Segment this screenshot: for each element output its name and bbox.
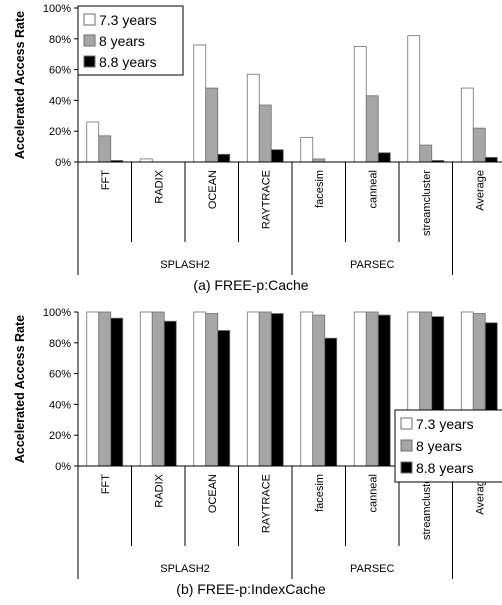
- bar-7-3-years-raytrace: [246, 311, 260, 467]
- bar-8-8-years-radix: [163, 320, 177, 467]
- x-tick-label: Average: [474, 474, 486, 515]
- legend-swatch: [400, 439, 413, 452]
- bar-7-3-years-average: [460, 87, 474, 163]
- x-tick-label: RAYTRACE: [260, 474, 272, 533]
- y-tick-label: 0%: [55, 461, 71, 473]
- bar-8-8-years-average: [484, 156, 498, 163]
- y-tick-label: 100%: [43, 3, 71, 15]
- bar-7-3-years-radix: [139, 311, 153, 467]
- bar-8-years-radix: [151, 311, 165, 467]
- bar-8-years-raytrace: [258, 311, 272, 467]
- y-tick-label: 20%: [49, 126, 71, 138]
- y-tick-label: 60%: [49, 369, 71, 381]
- x-tick-label: RADIX: [153, 473, 165, 507]
- x-tick-label: FFT: [100, 170, 112, 190]
- x-tick-label: Average: [474, 170, 486, 211]
- legend-box: [394, 409, 502, 483]
- group-label: SPLASH2: [160, 563, 210, 575]
- legend-swatch: [400, 417, 413, 430]
- bar-8-years-facesim: [312, 314, 326, 467]
- x-tick-label: FFT: [100, 474, 112, 494]
- y-tick-label: 100%: [43, 307, 71, 319]
- bar-7-3-years-facesim: [300, 311, 314, 467]
- legend-swatch: [400, 461, 413, 474]
- legend: 7.3 years 8 years 8.8 years: [77, 5, 184, 76]
- bar-8-8-years-fft: [110, 317, 124, 467]
- chart-caption: (a) FREE-p:Cache: [193, 277, 308, 293]
- bar-8-8-years-facesim: [324, 337, 338, 467]
- x-tick-label: streamcluster: [421, 474, 433, 540]
- bar-8-years-streamcluster: [419, 144, 433, 163]
- bar-7-3-years-ocean: [193, 311, 207, 467]
- y-tick-label: 0%: [55, 157, 71, 169]
- bar-8-years-ocean: [205, 87, 219, 163]
- legend-swatch: [83, 34, 96, 47]
- legend-label: 8.8 years: [416, 460, 474, 476]
- chart-panel-0: 0% 20% 40% 60% 80% 100% Accelerated Access Rat…: [13, 3, 502, 293]
- y-tick-label: 40%: [49, 399, 71, 411]
- y-axis-title: Accelerated Access Rate: [13, 11, 27, 159]
- bar-8-years-raytrace: [258, 104, 272, 163]
- group-label: PARSEC: [350, 563, 394, 575]
- x-tick-label: facesim: [314, 170, 326, 208]
- x-tick-label: facesim: [314, 474, 326, 512]
- bar-8-8-years-raytrace: [270, 149, 284, 163]
- legend-label: 8 years: [416, 438, 462, 454]
- legend: 7.3 years 8 years 8.8 years: [394, 409, 502, 483]
- bar-8-8-years-ocean: [217, 330, 231, 467]
- bar-7-3-years-raytrace: [246, 73, 260, 163]
- bar-8-8-years-canneal: [377, 314, 391, 467]
- bar-8-8-years-ocean: [217, 153, 231, 163]
- x-tick-label: streamcluster: [421, 170, 433, 236]
- bar-8-years-ocean: [205, 313, 219, 467]
- bar-8-8-years-raytrace: [270, 313, 284, 467]
- legend-swatch: [83, 55, 96, 68]
- bar-8-years-average: [472, 127, 486, 163]
- bar-7-3-years-ocean: [193, 44, 207, 163]
- bar-8-years-fft: [98, 135, 112, 163]
- chart-panel-1: 0% 20% 40% 60% 80% 100% Accelerated Access Rat…: [13, 307, 502, 597]
- bar-7-3-years-canneal: [353, 46, 367, 163]
- bar-7-3-years-fft: [86, 121, 100, 163]
- bar-8-years-canneal: [365, 95, 379, 163]
- chart-caption: (b) FREE-p:IndexCache: [176, 581, 326, 597]
- legend-swatch: [83, 13, 96, 26]
- y-axis-title: Accelerated Access Rate: [13, 315, 27, 463]
- x-tick-label: OCEAN: [207, 474, 219, 513]
- group-label: SPLASH2: [160, 259, 210, 271]
- x-tick-label: canneal: [367, 170, 379, 209]
- bar-8-years-canneal: [365, 311, 379, 467]
- x-tick-label: OCEAN: [207, 170, 219, 209]
- bar-7-3-years-streamcluster: [407, 35, 421, 163]
- legend-label: 7.3 years: [416, 416, 474, 432]
- y-tick-label: 60%: [49, 65, 71, 77]
- bar-7-3-years-facesim: [300, 136, 314, 163]
- legend-label: 8.8 years: [99, 54, 157, 70]
- bar-7-3-years-fft: [86, 311, 100, 467]
- legend-label: 8 years: [99, 33, 145, 49]
- bar-7-3-years-canneal: [353, 311, 367, 467]
- bar-8-years-fft: [98, 311, 112, 467]
- y-tick-label: 80%: [49, 338, 71, 350]
- x-tick-label: canneal: [367, 474, 379, 513]
- bar-8-8-years-canneal: [377, 152, 391, 163]
- x-tick-label: RAYTRACE: [260, 170, 272, 229]
- legend-label: 7.3 years: [99, 12, 157, 28]
- y-tick-label: 20%: [49, 430, 71, 442]
- y-tick-label: 80%: [49, 34, 71, 46]
- group-label: PARSEC: [350, 259, 394, 271]
- y-tick-label: 40%: [49, 95, 71, 107]
- x-tick-label: RADIX: [153, 169, 165, 203]
